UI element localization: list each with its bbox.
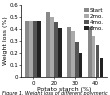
Bar xyxy=(54,22,58,77)
Bar xyxy=(50,17,54,77)
Text: Figure 1. Weight loss of different polymeric samples during 8 months s: Figure 1. Weight loss of different polym… xyxy=(2,91,108,95)
Bar xyxy=(96,45,99,77)
Bar xyxy=(25,21,29,77)
Legend: Start, 2mo., 4mo., 8mo.: Start, 2mo., 4mo., 8mo. xyxy=(84,8,104,31)
Bar xyxy=(92,36,95,77)
Bar xyxy=(67,27,71,77)
Bar xyxy=(29,21,33,77)
Bar xyxy=(100,58,103,77)
Bar xyxy=(58,28,62,77)
Bar xyxy=(88,27,92,77)
Bar xyxy=(37,21,41,77)
Bar xyxy=(46,12,50,77)
X-axis label: Potato starch (%): Potato starch (%) xyxy=(37,87,92,92)
Bar xyxy=(79,53,82,77)
Bar xyxy=(33,21,37,77)
Y-axis label: Weight loss (%): Weight loss (%) xyxy=(3,17,8,65)
Bar xyxy=(71,31,75,77)
Bar xyxy=(75,42,79,77)
